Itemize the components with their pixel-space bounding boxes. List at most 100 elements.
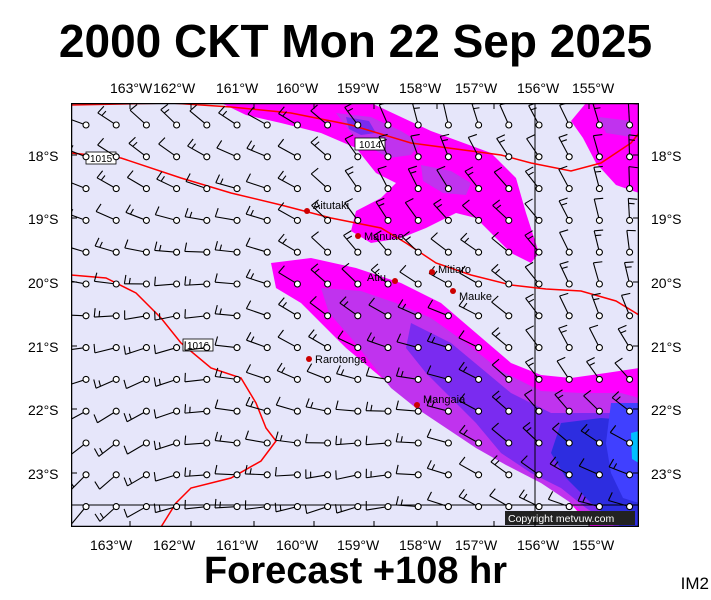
wind-barb	[522, 422, 543, 447]
wind-barb	[620, 292, 634, 320]
lon-label: 157°W	[455, 80, 498, 96]
wind-barb	[467, 133, 483, 161]
wind-barb	[154, 276, 181, 288]
lat-label: 21°S	[651, 339, 682, 355]
wind-barb	[277, 170, 301, 193]
weather-map: 1014 1015 1016 Aitutaki Manuae Mitiaro A…	[71, 103, 639, 527]
wind-barb	[71, 407, 90, 420]
wind-barb	[275, 431, 301, 447]
wind-barb	[154, 206, 181, 224]
wind-barb	[93, 375, 120, 389]
wind-barb	[407, 165, 422, 193]
wind-barb	[278, 297, 301, 320]
town-marker-manuae	[355, 233, 361, 239]
isobar-1015	[71, 152, 639, 316]
wind-barb	[626, 229, 636, 256]
wind-barb	[93, 343, 120, 354]
wind-barb	[214, 336, 241, 352]
wind-barb	[277, 138, 301, 161]
wind-barb	[336, 365, 362, 383]
wind-barb	[184, 276, 211, 288]
wind-barb	[247, 106, 271, 129]
lon-label: 158°W	[399, 537, 442, 553]
lat-label: 19°S	[651, 211, 682, 227]
wind-barb	[245, 300, 271, 320]
wind-barb	[95, 203, 120, 224]
wind-barb	[458, 393, 483, 415]
wind-barb	[397, 299, 422, 320]
lat-label: 22°S	[28, 402, 59, 418]
wind-barb	[214, 431, 241, 447]
wind-barb	[71, 312, 90, 320]
wind-barb	[124, 239, 150, 256]
wind-barb	[125, 204, 150, 224]
wind-barb	[344, 198, 362, 224]
wind-barb	[458, 361, 483, 383]
wind-barb	[344, 103, 362, 129]
wind-barb	[158, 137, 181, 161]
wind-barb	[278, 265, 301, 288]
wind-barb	[617, 324, 634, 352]
lon-label: 161°W	[216, 80, 259, 96]
wind-barb	[184, 435, 211, 447]
wind-barb	[399, 264, 422, 288]
wind-barb	[552, 422, 573, 447]
wind-barb	[395, 400, 422, 415]
wind-barb	[245, 332, 271, 352]
wind-barb	[433, 198, 452, 224]
wind-barb	[559, 229, 573, 256]
wind-barb	[94, 237, 120, 256]
lat-label: 20°S	[28, 275, 59, 291]
wind-barb	[214, 498, 241, 511]
wind-barb	[547, 491, 573, 511]
wind-barb	[214, 304, 241, 320]
wind-barb	[123, 344, 150, 355]
wind-barb	[185, 173, 211, 193]
wind-barb	[311, 199, 332, 224]
town-layer: Aitutaki Manuae Mitiaro Atiu Mauke Rarot…	[304, 200, 492, 408]
wind-barb	[93, 439, 120, 457]
wind-barb	[577, 492, 603, 511]
map-frame	[71, 103, 639, 527]
wind-barb	[246, 140, 271, 161]
wind-barb	[214, 241, 241, 256]
wind-barb	[366, 332, 392, 352]
town-label-mangaia: Mangaia	[423, 394, 466, 406]
lat-label: 21°S	[28, 339, 59, 355]
wind-barb	[490, 455, 513, 479]
wind-barb	[493, 166, 513, 193]
wind-barb	[524, 230, 543, 256]
wind-barb	[245, 205, 271, 224]
wind-barb	[153, 344, 181, 355]
lon-label: 159°W	[337, 537, 380, 553]
wind-barb	[370, 263, 392, 288]
wind-barb	[578, 458, 603, 479]
wind-barb	[526, 134, 543, 161]
wind-barb	[365, 435, 392, 447]
wind-barb	[626, 197, 638, 224]
wind-barb	[608, 458, 634, 479]
wind-barb	[245, 430, 271, 447]
wind-barb	[554, 389, 573, 415]
wind-barb	[591, 292, 603, 320]
wind-barb	[607, 492, 634, 511]
wind-barb	[626, 134, 638, 161]
town-label-atiu: Atiu	[367, 272, 386, 284]
wind-barb	[491, 295, 513, 320]
wind-barb	[153, 503, 181, 514]
wind-barb	[184, 242, 211, 256]
wind-barb	[491, 231, 513, 256]
wind-barb	[129, 104, 150, 129]
wind-barb	[427, 299, 452, 320]
wind-barb	[71, 503, 90, 524]
wind-barb	[305, 433, 332, 447]
wind-barb	[214, 208, 241, 224]
wind-barb	[583, 390, 603, 415]
wind-barb	[154, 311, 181, 321]
wind-barb	[123, 439, 150, 455]
wind-barb	[525, 357, 543, 383]
lat-label: 22°S	[651, 402, 682, 418]
wind-barb	[123, 407, 150, 423]
isobar-1014	[71, 103, 639, 172]
wind-barb	[93, 407, 120, 424]
